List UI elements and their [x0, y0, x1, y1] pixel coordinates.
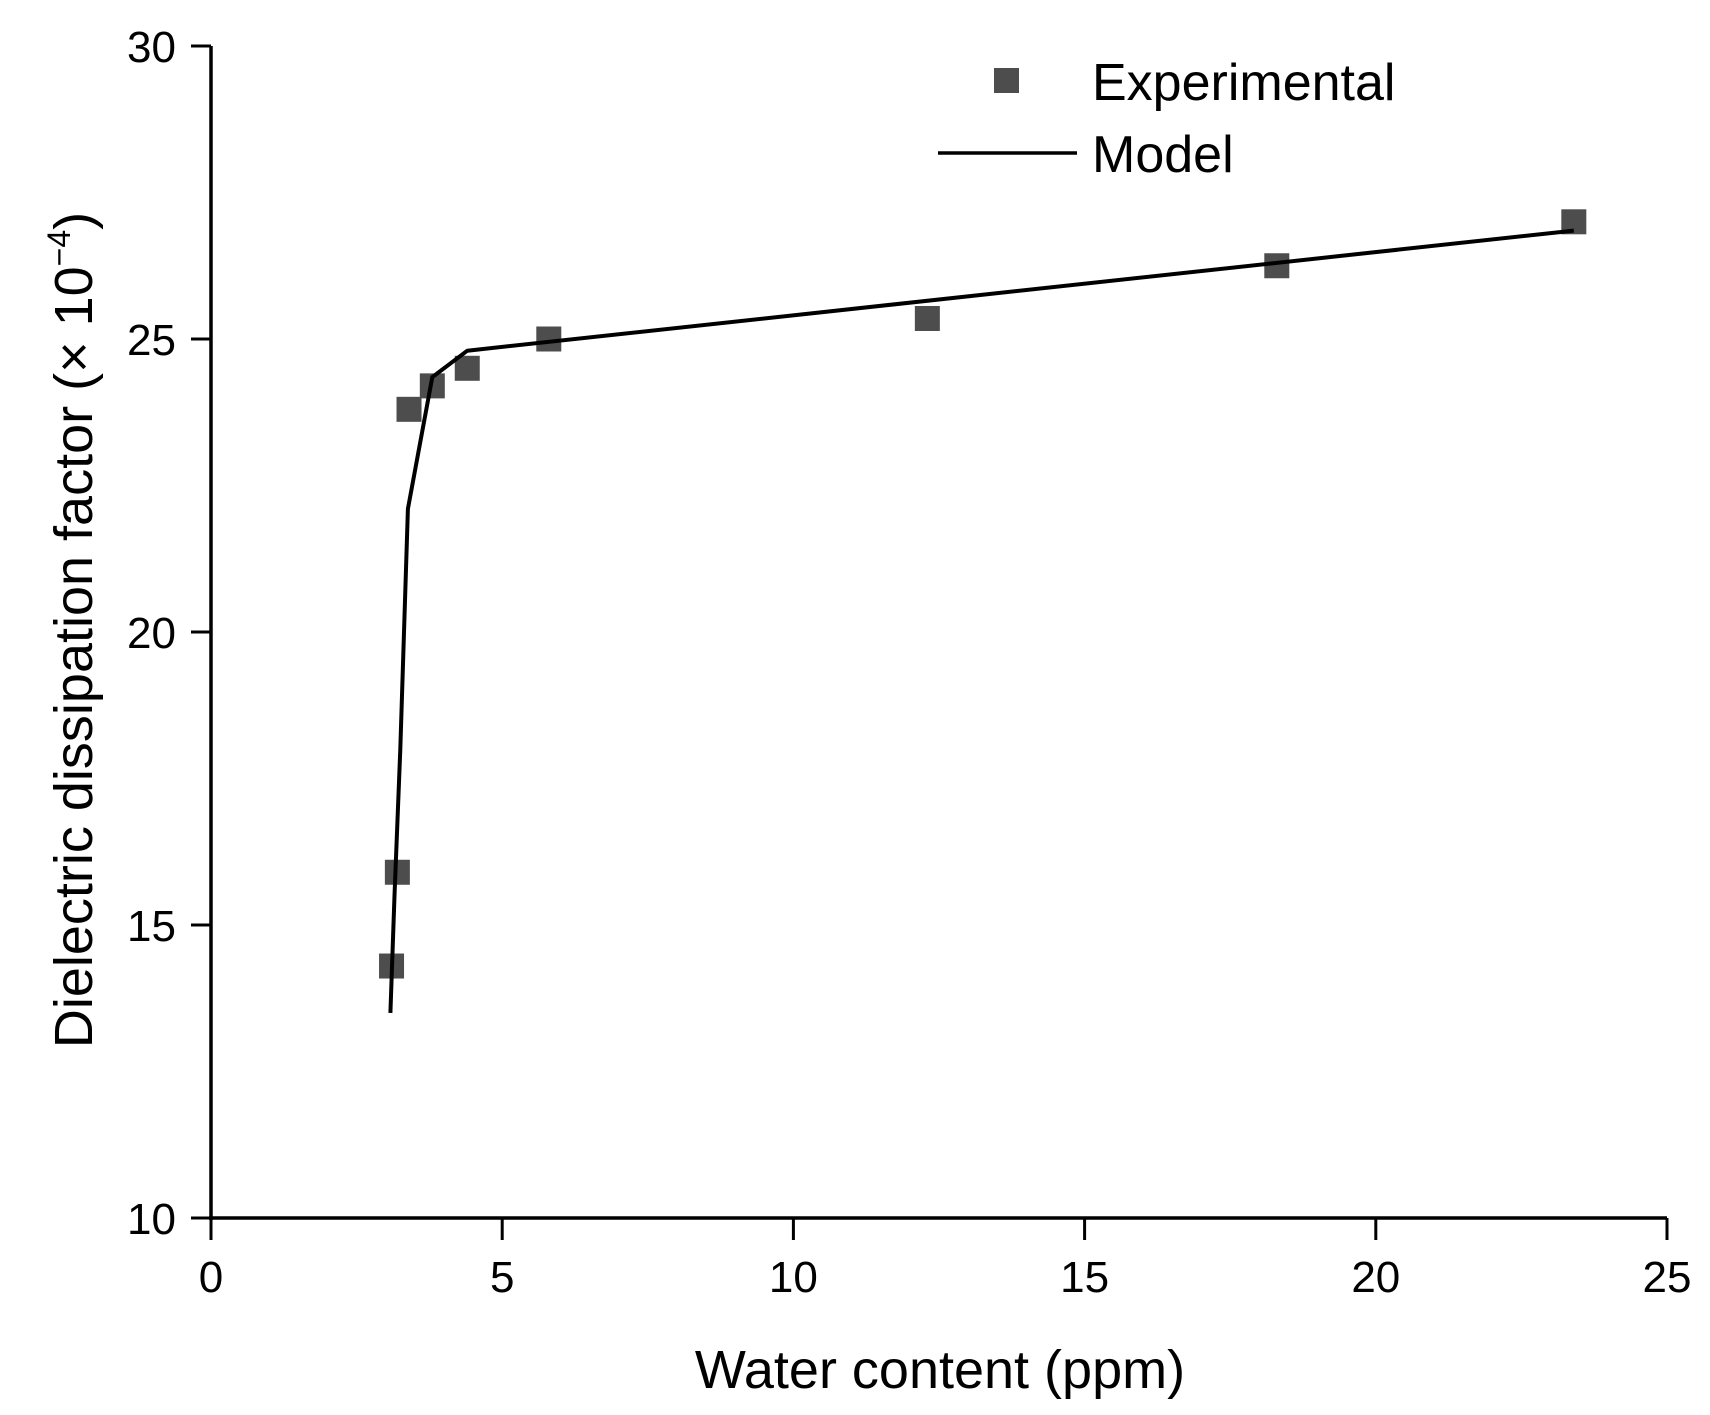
legend-label-model: Model	[1092, 126, 1234, 184]
y-axis-title-close: )	[44, 212, 104, 230]
y-tick-label-15: 15	[127, 902, 176, 951]
x-tick-label-25: 25	[1643, 1253, 1692, 1302]
x-axis-ticks: 0 5 10 15 20 25	[199, 1218, 1692, 1302]
experimental-markers	[379, 209, 1587, 979]
x-tick-label-15: 15	[1060, 1253, 1109, 1302]
y-tick-label-10: 10	[127, 1195, 176, 1244]
experimental-point-4	[454, 355, 480, 381]
y-axis-title-exponent: −4	[41, 230, 77, 266]
y-axis-title-main: Dielectric dissipation factor (× 10	[44, 266, 104, 1048]
y-tick-label-25: 25	[127, 316, 176, 365]
legend-marker-experimental	[994, 68, 1019, 93]
legend-label-experimental: Experimental	[1092, 54, 1395, 112]
x-tick-label-20: 20	[1351, 1253, 1400, 1302]
x-tick-label-0: 0	[199, 1253, 223, 1302]
y-tick-label-20: 20	[127, 609, 176, 658]
x-axis-title: Water content (ppm)	[695, 1340, 1185, 1400]
plot-area	[379, 209, 1587, 1013]
y-axis-title: Dielectric dissipation factor (× 10−4)	[41, 212, 104, 1048]
x-tick-label-5: 5	[490, 1253, 514, 1302]
model-line	[388, 228, 1575, 1013]
experimental-point-2	[396, 396, 422, 422]
legend: Experimental Model	[938, 54, 1395, 184]
y-tick-label-30: 30	[127, 23, 176, 72]
y-axis-ticks: 10 15 20 25 30	[127, 23, 211, 1244]
experimental-point-6	[914, 305, 940, 331]
x-tick-label-10: 10	[769, 1253, 818, 1302]
